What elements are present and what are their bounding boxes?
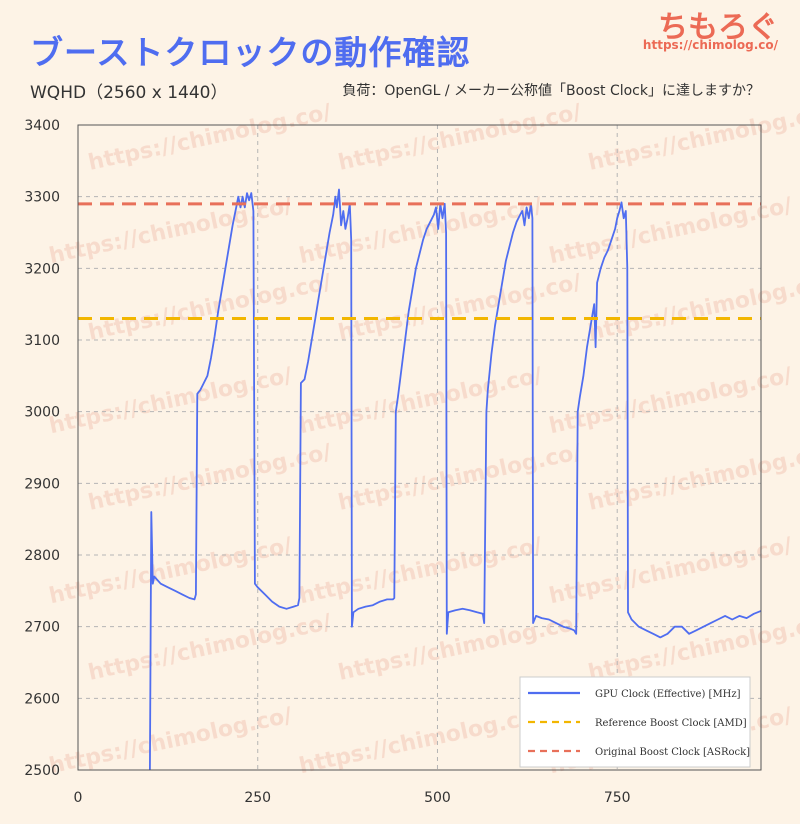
legend-label: Reference Boost Clock [AMD] (595, 718, 747, 729)
chart-title: ブーストクロックの動作確認 (30, 33, 471, 72)
y-tick-label: 3100 (24, 333, 60, 349)
legend: GPU Clock (Effective) [MHz] Reference Boo… (519, 676, 751, 768)
y-tick-label: 3200 (24, 261, 60, 277)
load-note: 負荷：OpenGL / メーカー公称値「Boost Clock」に達しますか？ (342, 83, 760, 99)
x-tick-label: 500 (424, 790, 451, 806)
x-tick-label: 250 (244, 790, 271, 806)
y-tick-label: 3000 (24, 405, 60, 421)
gridlines (78, 125, 761, 770)
plot-frame (77, 124, 762, 771)
legend-label: Original Boost Clock [ASRock] (595, 747, 750, 758)
plot-background (78, 125, 761, 770)
x-tick-label: 0 (74, 790, 83, 806)
legend-label: GPU Clock (Effective) [MHz] (595, 689, 741, 700)
x-tick-label: 750 (604, 790, 631, 806)
y-tick-label: 2600 (24, 691, 60, 707)
chart-subtitle: WQHD（2560 x 1440） (30, 83, 228, 103)
y-axis-ticks: 2500 2600 2700 2800 2900 3000 3100 3200 3300 3400 (24, 118, 60, 779)
y-tick-label: 2700 (24, 620, 60, 636)
brand-url: https://chimolog.co/ (642, 38, 778, 52)
y-tick-label: 3400 (24, 118, 60, 134)
brand-logo: ちもろぐ (658, 10, 778, 45)
series-layer (78, 188, 762, 771)
y-tick-label: 2900 (24, 476, 60, 492)
y-tick-label: 2800 (24, 548, 60, 564)
y-tick-label: 3300 (24, 190, 60, 206)
y-tick-label: 2500 (24, 763, 60, 779)
x-axis-ticks: 0 250 500 750 (74, 790, 631, 806)
